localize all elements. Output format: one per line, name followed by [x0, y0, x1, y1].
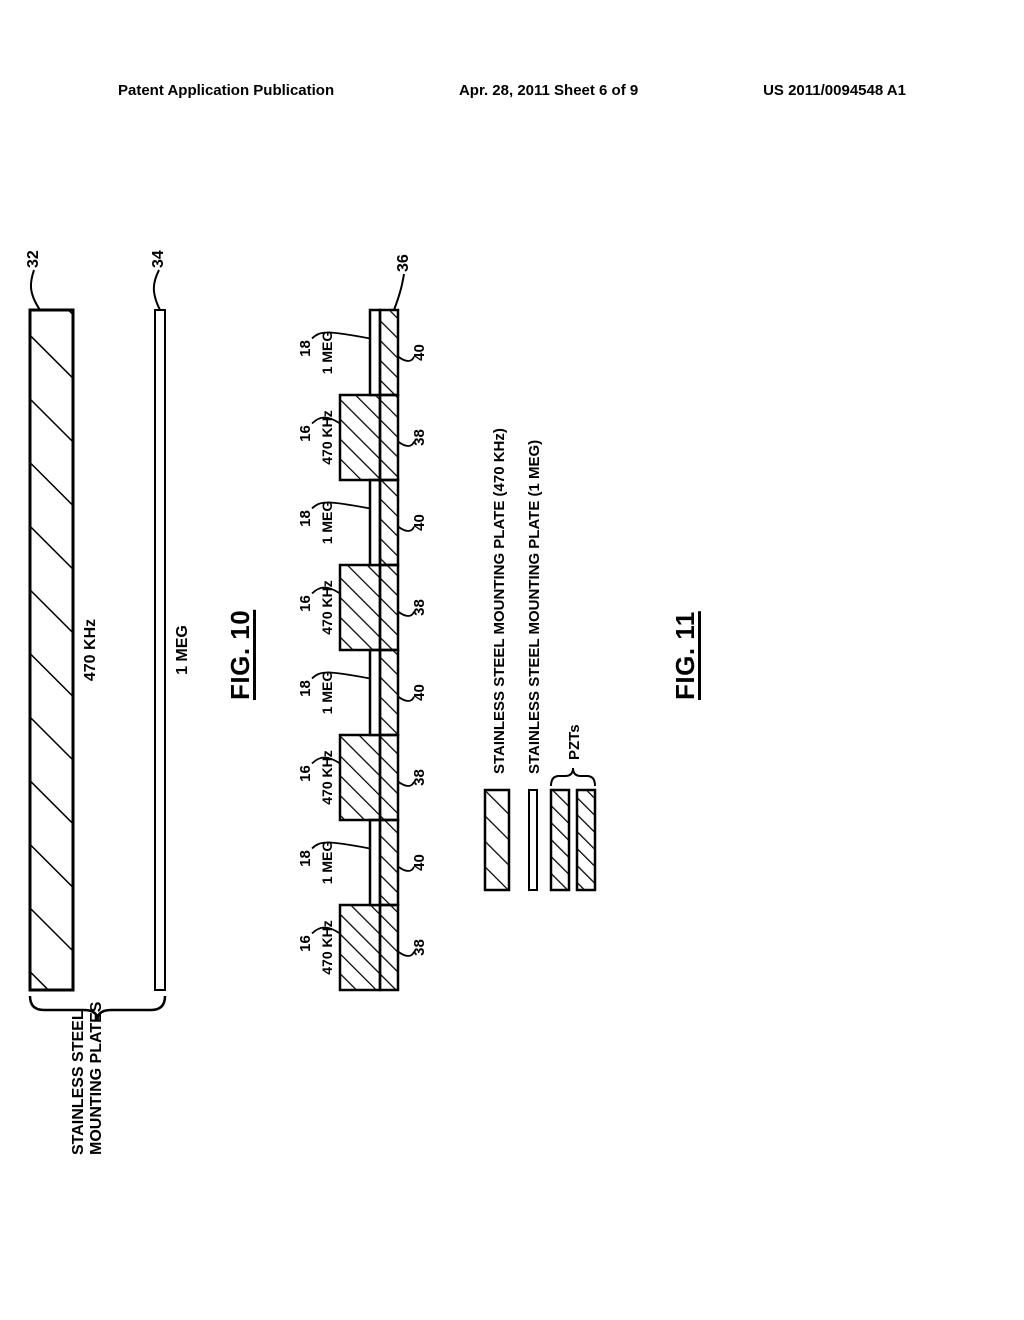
fig10-ref-32: 32 [25, 250, 42, 268]
header-right: US 2011/0094548 A1 [763, 82, 906, 99]
fig11-cell-label-1: 1 MEG [319, 841, 335, 885]
fig11-pzt-0 [380, 905, 398, 990]
legend-plate1meg [529, 790, 537, 890]
fig11-pzt-5 [380, 480, 398, 565]
fig10-side-label-2: MOUNTING PLATES [88, 1002, 106, 1155]
legend-pzt-1 [551, 790, 569, 890]
fig11-ref-top-2: 16 [297, 765, 314, 782]
fig11-ref-top-6: 16 [297, 425, 314, 442]
fig11-leader-36 [394, 274, 404, 310]
fig11-plate-6 [340, 395, 380, 480]
fig11-plate-3 [370, 650, 380, 735]
rotated-canvas: 470 KHz321 MEG34470 KHz16381 MEG1840470 … [0, 240, 1010, 1060]
fig11-cell-label-3: 1 MEG [319, 671, 335, 715]
fig11-cell-label-5: 1 MEG [319, 501, 335, 545]
diagram-svg: 470 KHz321 MEG34470 KHz16381 MEG1840470 … [0, 140, 750, 1160]
fig10-side-label-1: STAINLESS STEEL [70, 1010, 88, 1155]
fig11-pzt-1 [380, 820, 398, 905]
fig11-ref-36: 36 [395, 254, 412, 272]
fig11-plate-2 [340, 735, 380, 820]
fig11-ref-top-0: 16 [297, 935, 314, 952]
header-left: Patent Application Publication [118, 82, 334, 99]
legend-pzt-2 [577, 790, 595, 890]
legend-plate1meg-label: STAINLESS STEEL MOUNTING PLATE (1 MEG) [526, 440, 543, 774]
fig10-plate-470-label: 470 KHz [82, 619, 99, 681]
fig11-pzt-7 [380, 310, 398, 395]
fig10-leader-34 [154, 270, 160, 310]
fig11-plate-4 [340, 565, 380, 650]
fig11-ref-top-7: 18 [297, 340, 314, 357]
legend-plate470 [485, 790, 509, 890]
fig11-plate-0 [340, 905, 380, 990]
fig11-ref-top-4: 16 [297, 595, 314, 612]
fig11-title: FIG. 11 [670, 611, 701, 700]
fig11-plate-7 [370, 310, 380, 395]
legend-plate470-label: STAINLESS STEEL MOUNTING PLATE (470 KHz) [491, 428, 508, 774]
fig10-plate-1meg-label: 1 MEG [174, 625, 191, 675]
header-center: Apr. 28, 2011 Sheet 6 of 9 [459, 82, 638, 99]
fig11-plate-1 [370, 820, 380, 905]
fig11-plate-5 [370, 480, 380, 565]
fig11-pzt-2 [380, 735, 398, 820]
fig10-plate-470 [30, 310, 73, 990]
fig11-pzt-3 [380, 650, 398, 735]
fig10-title: FIG. 10 [225, 610, 256, 700]
fig10-leader-32 [31, 270, 40, 310]
fig11-pzt-4 [380, 565, 398, 650]
figures-container: 470 KHz321 MEG34470 KHz16381 MEG1840470 … [90, 140, 910, 1160]
legend-pzt-label: PZTs [566, 724, 583, 760]
legend-pzt-brace [551, 768, 595, 786]
fig11-ref-top-3: 18 [297, 680, 314, 697]
fig11-ref-top-5: 18 [297, 510, 314, 527]
fig11-cell-label-7: 1 MEG [319, 331, 335, 375]
fig11-ref-top-1: 18 [297, 850, 314, 867]
fig10-plate-1meg [155, 310, 165, 990]
fig10-ref-34: 34 [150, 250, 167, 268]
fig11-pzt-6 [380, 395, 398, 480]
